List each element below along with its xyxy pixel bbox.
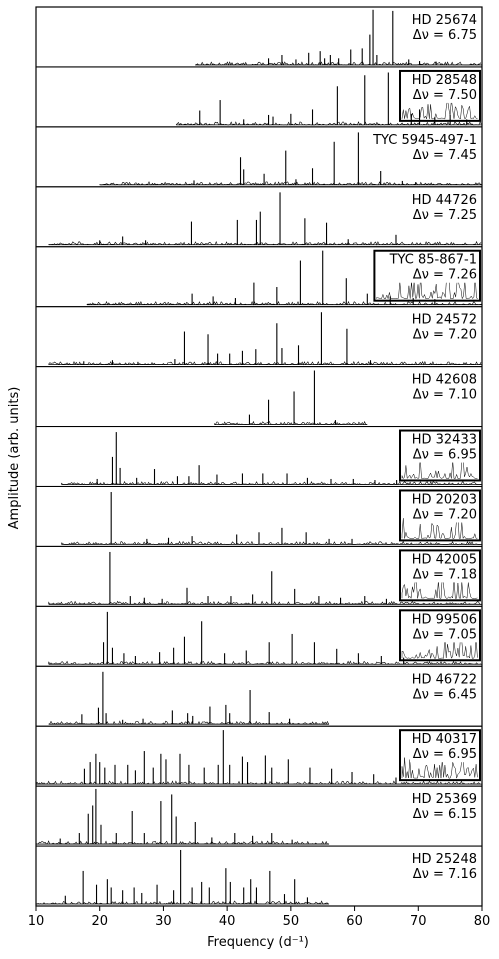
noise-floor xyxy=(48,600,482,606)
label-background xyxy=(410,552,478,583)
inset-trace xyxy=(401,456,478,480)
star-name-label: HD 44726 xyxy=(412,193,477,208)
label-background xyxy=(410,732,478,763)
star-name-label: HD 20203 xyxy=(412,492,477,507)
label-background xyxy=(410,432,478,463)
star-name-label: HD 28548 xyxy=(412,73,477,88)
spectrum-panel: TYC 5945-497-1Δν = 7.45 xyxy=(35,126,483,188)
noise-floor xyxy=(175,121,482,126)
x-tick-label: 40 xyxy=(219,914,236,929)
noise-floor xyxy=(61,480,482,486)
inset-trace xyxy=(376,276,478,300)
delta-nu-label: Δν = 7.26 xyxy=(413,268,477,283)
noise-floor xyxy=(86,300,482,306)
x-axis: 10 20 30 40 50 60 70 80 xyxy=(28,6,491,929)
delta-nu-label: Δν = 7.18 xyxy=(413,567,477,582)
x-axis-label: Frequency (d⁻¹) xyxy=(207,935,309,950)
delta-nu-label: Δν = 7.16 xyxy=(413,867,477,882)
delta-nu-label: Δν = 7.25 xyxy=(413,208,477,223)
x-tick-label: 80 xyxy=(474,914,491,929)
star-name-label: HD 25674 xyxy=(412,13,477,28)
inset-box xyxy=(399,549,481,602)
delta-nu-label: Δν = 6.75 xyxy=(413,28,477,43)
inset-box xyxy=(399,609,481,662)
star-name-label: TYC 5945-497-1 xyxy=(372,133,477,148)
noise-floor xyxy=(48,660,482,666)
delta-nu-label: Δν = 6.95 xyxy=(413,747,477,762)
inset-trace xyxy=(401,515,478,540)
star-name-label: TYC 85-867-1 xyxy=(389,253,477,268)
noise-floor xyxy=(35,780,481,785)
y-axis-label: Amplitude (arb. units) xyxy=(7,387,22,530)
star-name-label: HD 99506 xyxy=(412,612,477,627)
noise-floor xyxy=(48,240,482,246)
noise-floor xyxy=(99,181,482,186)
delta-nu-label: Δν = 6.95 xyxy=(413,448,477,463)
x-tick-label: 30 xyxy=(155,914,172,929)
star-name-label: HD 32433 xyxy=(412,433,477,448)
inset-trace xyxy=(401,575,478,600)
inset-box xyxy=(399,729,481,782)
delta-nu-label: Δν = 7.50 xyxy=(413,88,477,103)
inset-box xyxy=(373,249,481,302)
inset-box xyxy=(399,429,481,482)
label-background xyxy=(410,612,478,643)
delta-nu-label: Δν = 6.15 xyxy=(413,807,477,822)
star-name-label: HD 40317 xyxy=(412,732,477,747)
delta-nu-label: Δν = 7.20 xyxy=(413,507,477,522)
noise-floor xyxy=(214,420,367,426)
x-tick-label: 20 xyxy=(91,914,108,929)
delta-nu-label: Δν = 7.20 xyxy=(413,328,477,343)
inset-box xyxy=(399,69,481,122)
noise-floor xyxy=(48,360,482,366)
spectrum-panel: TYC 85-867-1Δν = 7.26 xyxy=(35,246,483,308)
inset-trace xyxy=(401,99,478,120)
delta-nu-label: Δν = 7.10 xyxy=(413,388,477,403)
label-background xyxy=(410,72,478,103)
label-background xyxy=(410,492,478,523)
star-name-label: HD 24572 xyxy=(412,313,477,328)
figure-frame xyxy=(35,6,483,907)
delta-nu-label: Δν = 7.45 xyxy=(413,148,477,163)
inset-box xyxy=(399,489,481,542)
star-name-label: HD 42608 xyxy=(412,373,477,388)
delta-nu-label: Δν = 7.05 xyxy=(413,627,477,642)
noise-floor xyxy=(195,61,482,66)
delta-nu-label: Δν = 6.45 xyxy=(413,687,477,702)
x-tick-label: 50 xyxy=(283,914,300,929)
star-name-label: HD 25248 xyxy=(412,852,477,867)
inset-trace xyxy=(401,757,478,779)
noise-floor xyxy=(48,720,329,725)
x-tick-label: 10 xyxy=(28,914,45,929)
star-name-label: HD 42005 xyxy=(412,552,477,567)
star-name-label: HD 25369 xyxy=(412,792,477,807)
inset-trace xyxy=(401,635,478,659)
x-tick-label: 60 xyxy=(346,914,363,929)
star-name-label: HD 46722 xyxy=(412,672,477,687)
x-tick-label: 70 xyxy=(410,914,427,929)
noise-floor xyxy=(61,540,482,546)
label-background xyxy=(384,252,478,283)
